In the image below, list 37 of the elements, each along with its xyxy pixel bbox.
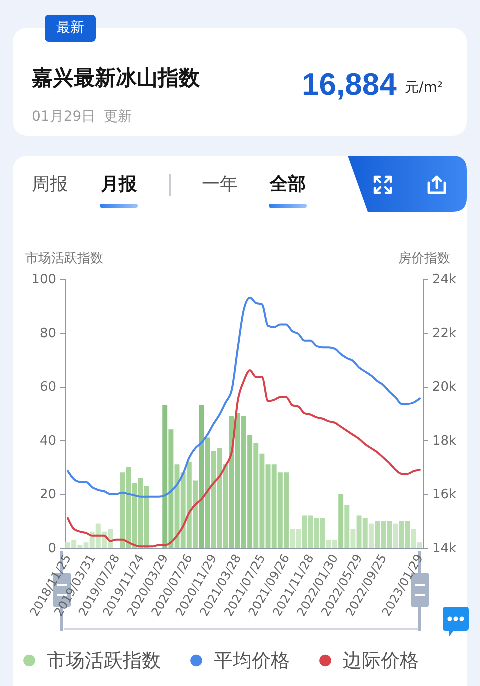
bar	[350, 529, 356, 548]
y-tick-label: 0	[48, 542, 56, 556]
legend-label: 市场活跃指数	[47, 650, 161, 672]
bar	[199, 405, 204, 548]
bar	[344, 504, 350, 548]
text: 元/m²	[405, 79, 443, 97]
y-tick-label: 60	[40, 380, 56, 396]
bar	[368, 524, 374, 548]
bar	[162, 405, 168, 548]
y2-tick-label: 22k	[432, 326, 458, 342]
text: 01月29日 更新	[32, 108, 132, 126]
bar	[338, 494, 344, 548]
text: 周报	[32, 173, 68, 197]
legend-label: 平均价格	[214, 650, 290, 672]
line-series	[67, 369, 421, 548]
legend-label: 边际价格	[343, 650, 419, 672]
y2-tick-label: 14k	[432, 542, 458, 556]
y2-tick-label: 24k	[432, 272, 458, 288]
y-axis-title: 市场活跃指数	[26, 252, 104, 266]
y2-tick-label: 16k	[432, 488, 458, 503]
text: 16,884	[302, 67, 397, 102]
bar	[205, 438, 210, 548]
text: 最新	[45, 15, 96, 42]
bar	[168, 430, 174, 548]
text: 一年	[202, 173, 238, 197]
line-series	[67, 296, 421, 498]
y-tick-label: 20	[40, 488, 56, 503]
y-tick-label: 80	[40, 326, 56, 342]
y2-tick-label: 20k	[432, 380, 458, 396]
y2-axis-title: 房价指数	[398, 250, 450, 266]
bar	[393, 524, 398, 548]
text: 全部	[270, 173, 306, 197]
y-tick-label: 100	[32, 272, 56, 288]
text: 月报	[101, 173, 137, 197]
y2-tick-label: 18k	[432, 434, 458, 449]
y-tick-label: 40	[40, 434, 56, 449]
chart-title: 嘉兴最新冰山指数	[32, 65, 200, 91]
